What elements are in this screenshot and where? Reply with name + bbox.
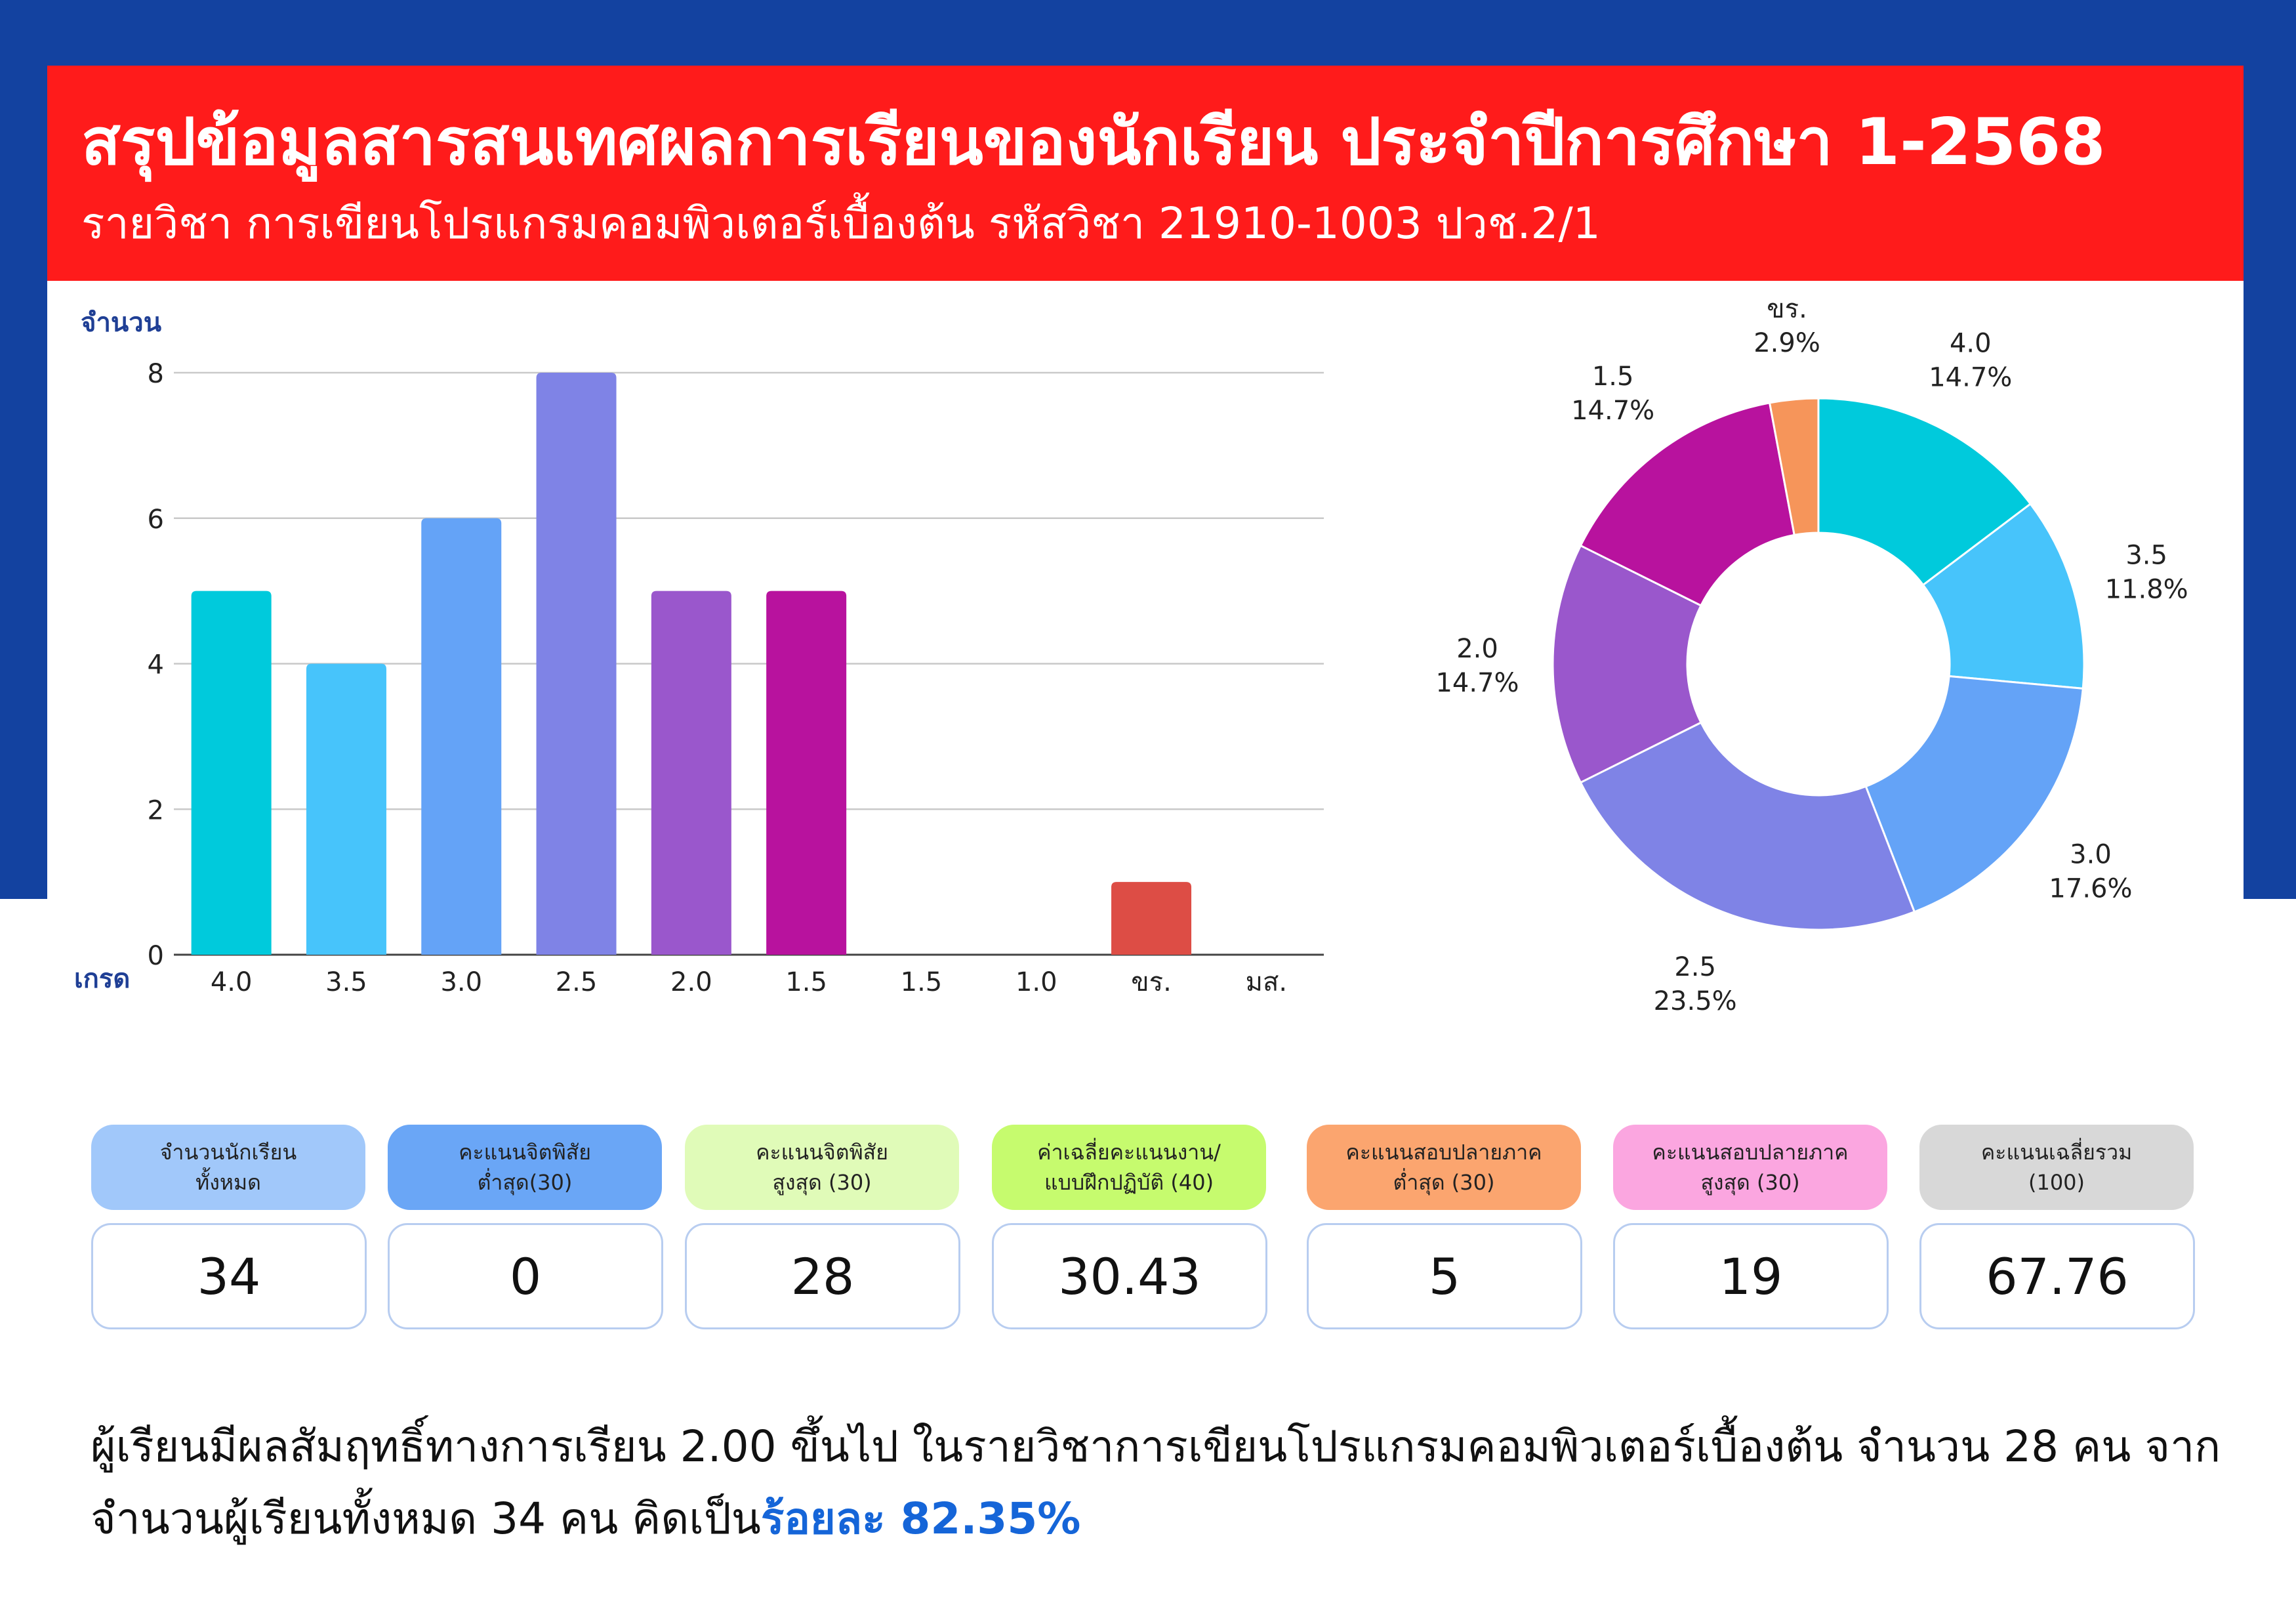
stat-card-label: คะแนนจิตพิสัย ต่ำสุด(30) [388, 1125, 662, 1210]
slice-percent: 14.7% [1571, 396, 1654, 426]
stat-card-value: 30.43 [992, 1223, 1267, 1329]
y-tick-label: 0 [148, 941, 164, 971]
bar-4 [651, 591, 731, 955]
bar-3 [536, 373, 617, 955]
slice-percent: 14.7% [1435, 668, 1519, 698]
slice-label: 2.5 [1674, 952, 1716, 982]
x-tick-label: 2.0 [670, 967, 712, 997]
x-tick-label: 1.0 [1015, 967, 1057, 997]
bar-2 [421, 518, 502, 955]
x-tick-label: 3.5 [325, 967, 367, 997]
summary-text: ผู้เรียนมีผลสัมฤทธิ์ทางการเรียน 2.00 ขึ้… [91, 1411, 2223, 1555]
slice-percent: 14.7% [1929, 363, 2012, 393]
donut-slice-3 [1579, 721, 1916, 931]
stat-card-label: คะแนนเฉลี่ยรวม (100) [1919, 1125, 2194, 1210]
header-banner [47, 66, 2244, 281]
stat-card-label: คะแนนจิตพิสัย สูงสุด (30) [685, 1125, 959, 1210]
page-title: สรุปข้อมูลสารสนเทศผลการเรียนของนักเรียน … [81, 105, 2106, 180]
stat-card-value: 0 [388, 1223, 663, 1329]
slice-label: 3.0 [2070, 839, 2112, 869]
bar-8 [1111, 882, 1192, 955]
x-tick-label: ขร. [1131, 967, 1172, 997]
donut-chart: 4.0 14.7% 3.5 11.8% 3.0 17.6% 2.5 23.5% 2.0 14.7%… [1435, 294, 2188, 1016]
bar-5 [766, 591, 847, 955]
x-tick-label: 1.5 [901, 967, 943, 997]
stat-card-value: 19 [1613, 1223, 1889, 1329]
slice-label: 2.0 [1456, 634, 1498, 664]
slice-label: 3.5 [2125, 541, 2167, 571]
slice-label: ขร. [1767, 294, 1807, 324]
donut-slice-4 [1551, 544, 1702, 784]
donut-slice-6 [1768, 397, 1820, 537]
bar-1 [306, 663, 386, 955]
slice-percent: 2.9% [1753, 328, 1820, 358]
slice-label: 1.5 [1592, 362, 1634, 392]
x-axis-label: เกรด [74, 964, 130, 994]
stat-card-label: คะแนนสอบปลายภาค ต่ำสุด (30) [1307, 1125, 1581, 1210]
y-axis-label: จำนวน [81, 308, 161, 338]
stat-card-value: 34 [91, 1223, 367, 1329]
donut-slice-2 [1864, 675, 2084, 913]
donut-slice-5 [1579, 402, 1795, 607]
donut-slice-0 [1817, 397, 2032, 587]
stat-card-value: 5 [1307, 1223, 1582, 1329]
x-tick-label: 4.0 [211, 967, 253, 997]
stat-card-label: จำนวนนักเรียน ทั้งหมด [91, 1125, 365, 1210]
slice-percent: 23.5% [1654, 986, 1737, 1016]
stat-card-label: คะแนนสอบปลายภาค สูงสุด (30) [1613, 1125, 1887, 1210]
page-subtitle: รายวิชา การเขียนโปรแกรมคอมพิวเตอร์เบื้อง… [81, 198, 1601, 249]
stat-card-value: 28 [685, 1223, 960, 1329]
summary-highlight: ร้อยละ 82.35% [760, 1493, 1081, 1544]
y-tick-label: 4 [148, 650, 164, 680]
donut-slice-1 [1921, 502, 2085, 690]
y-tick-label: 8 [148, 359, 164, 389]
slice-label: 4.0 [1950, 329, 1992, 359]
slice-percent: 11.8% [2105, 575, 2188, 605]
y-tick-label: 6 [148, 505, 164, 535]
x-tick-label: 1.5 [785, 967, 827, 997]
x-tick-label: 3.0 [440, 967, 482, 997]
stat-card-value: 67.76 [1919, 1223, 2195, 1329]
x-tick-label: มส. [1246, 967, 1288, 997]
summary-body: ผู้เรียนมีผลสัมฤทธิ์ทางการเรียน 2.00 ขึ้… [91, 1421, 2221, 1544]
stat-card-label: ค่าเฉลี่ยคะแนนงาน/แบบฝึกปฏิบัติ (40) [992, 1125, 1266, 1210]
bar-0 [191, 591, 272, 955]
x-tick-label: 2.5 [556, 967, 598, 997]
slice-percent: 17.6% [2049, 873, 2132, 904]
y-tick-label: 2 [148, 795, 164, 825]
